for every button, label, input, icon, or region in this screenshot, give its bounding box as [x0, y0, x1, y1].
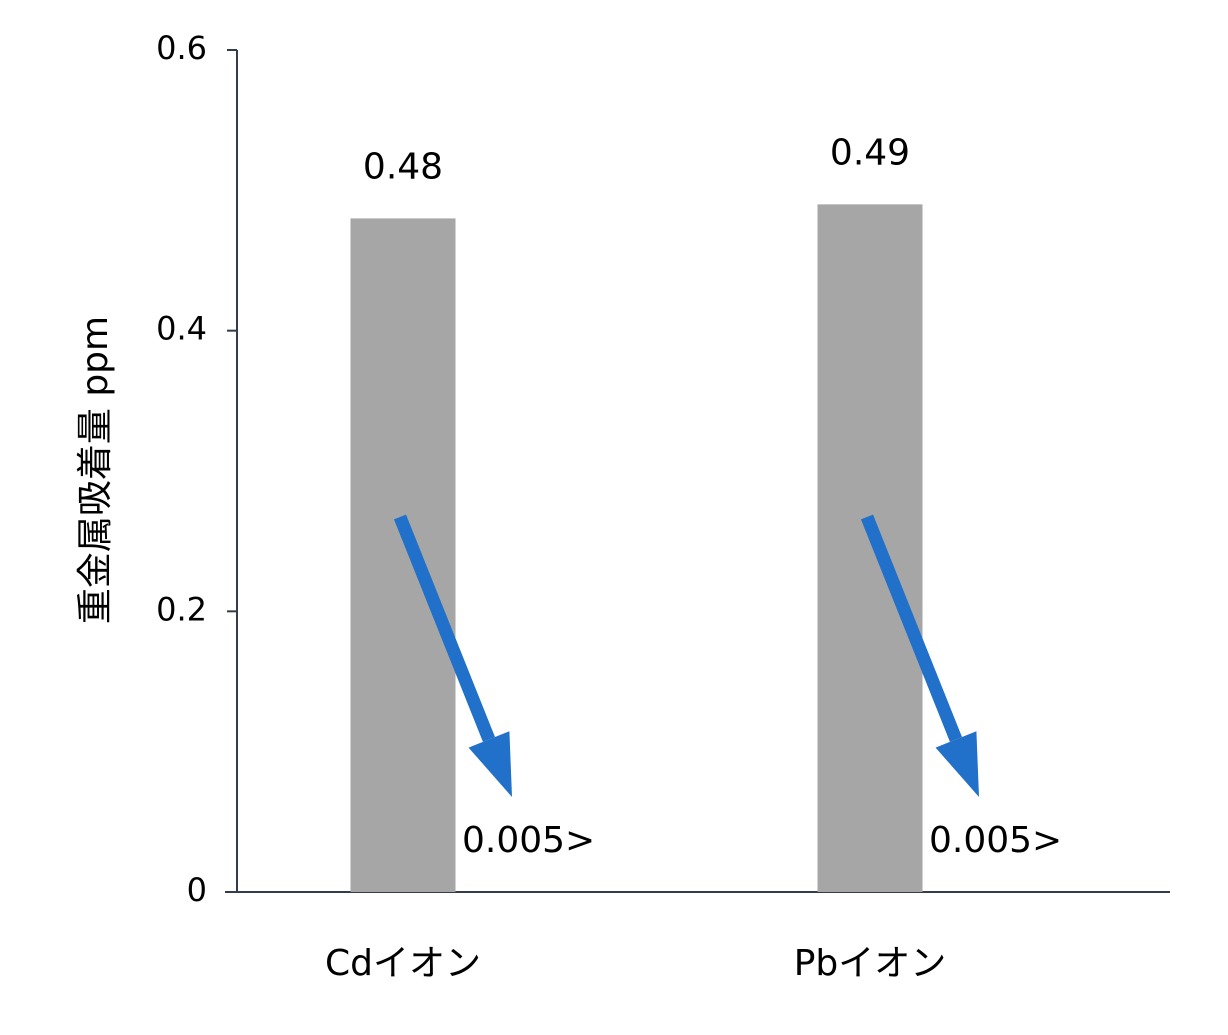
x-tick-label: Cdイオン [325, 943, 481, 984]
annotation-arrow-shaft [860, 514, 963, 742]
y-tick-label: 0.6 [156, 29, 207, 67]
annotation: 0.005> [462, 820, 595, 861]
y-tick-label: 0 [187, 871, 207, 909]
annotation: 0.005> [929, 820, 1062, 861]
y-tick-label: 0.4 [156, 310, 207, 348]
data-label: 0.48 [363, 146, 443, 187]
x-tick-label: Pbイオン [794, 943, 947, 984]
data-label: 0.49 [830, 132, 910, 173]
bar [350, 218, 456, 892]
y-tick-label: 0.2 [156, 590, 207, 628]
annotation-arrow-head [935, 731, 979, 797]
y-axis-label: 重金属吸着量 ppm [75, 316, 116, 624]
bar [817, 204, 923, 892]
annotation-arrow-head [468, 731, 512, 797]
annotation-arrow-shaft [393, 514, 496, 742]
